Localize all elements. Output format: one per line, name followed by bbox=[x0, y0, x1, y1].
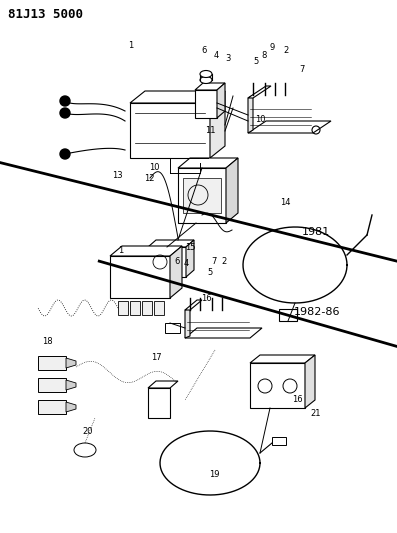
Text: 17: 17 bbox=[152, 353, 162, 361]
Text: 20: 20 bbox=[82, 427, 93, 436]
Text: 1: 1 bbox=[128, 41, 134, 50]
Text: 4: 4 bbox=[183, 260, 189, 268]
Polygon shape bbox=[248, 121, 331, 133]
Polygon shape bbox=[148, 381, 178, 388]
Polygon shape bbox=[226, 158, 238, 223]
Text: 2: 2 bbox=[222, 257, 227, 265]
Text: 19: 19 bbox=[209, 470, 220, 479]
Polygon shape bbox=[185, 328, 262, 338]
Text: 8: 8 bbox=[261, 52, 267, 60]
Bar bbox=[178, 168, 226, 223]
Text: 6: 6 bbox=[174, 257, 179, 265]
Polygon shape bbox=[130, 91, 225, 103]
Polygon shape bbox=[248, 95, 253, 133]
Bar bbox=[154, 301, 164, 315]
Text: 1982-86: 1982-86 bbox=[294, 307, 340, 317]
Bar bbox=[110, 256, 170, 298]
Polygon shape bbox=[305, 355, 315, 408]
Text: 18: 18 bbox=[42, 337, 53, 345]
Text: 81J13 5000: 81J13 5000 bbox=[8, 8, 83, 21]
Polygon shape bbox=[185, 300, 202, 310]
Text: 15: 15 bbox=[185, 244, 196, 252]
Text: 12: 12 bbox=[144, 174, 154, 183]
Text: 21: 21 bbox=[310, 409, 321, 417]
Bar bbox=[38, 378, 66, 392]
Text: 2: 2 bbox=[283, 46, 289, 55]
Bar bbox=[38, 400, 66, 414]
Bar bbox=[279, 309, 297, 321]
Bar bbox=[38, 356, 66, 370]
Text: 3: 3 bbox=[225, 54, 231, 63]
Bar bbox=[130, 103, 210, 158]
Circle shape bbox=[60, 149, 70, 159]
Polygon shape bbox=[250, 355, 315, 363]
Text: 5: 5 bbox=[208, 269, 213, 277]
Polygon shape bbox=[66, 380, 76, 390]
Text: 11: 11 bbox=[205, 126, 216, 135]
Text: 4: 4 bbox=[214, 52, 219, 60]
Polygon shape bbox=[66, 358, 76, 368]
Text: 7: 7 bbox=[212, 257, 217, 265]
Circle shape bbox=[60, 96, 70, 106]
Ellipse shape bbox=[74, 443, 96, 457]
Polygon shape bbox=[186, 240, 194, 277]
Circle shape bbox=[60, 108, 70, 118]
Polygon shape bbox=[210, 91, 225, 158]
Ellipse shape bbox=[200, 70, 212, 77]
Bar bbox=[250, 363, 305, 408]
Bar bbox=[130, 301, 140, 315]
Bar bbox=[118, 301, 128, 315]
Text: 10: 10 bbox=[255, 116, 265, 124]
Text: 16: 16 bbox=[201, 294, 212, 303]
Text: 10: 10 bbox=[150, 164, 160, 172]
Text: 6: 6 bbox=[202, 46, 207, 55]
Bar bbox=[272, 437, 286, 445]
Text: 1981: 1981 bbox=[302, 227, 330, 237]
Bar bbox=[148, 247, 186, 277]
Text: 7: 7 bbox=[299, 65, 304, 74]
Polygon shape bbox=[185, 308, 190, 338]
Bar bbox=[148, 388, 170, 418]
Bar bbox=[142, 301, 152, 315]
Polygon shape bbox=[148, 240, 194, 247]
Polygon shape bbox=[178, 158, 238, 168]
Text: 9: 9 bbox=[269, 44, 275, 52]
Text: 14: 14 bbox=[281, 198, 291, 207]
Polygon shape bbox=[66, 402, 76, 412]
Polygon shape bbox=[110, 246, 182, 256]
Bar bbox=[183, 178, 221, 213]
Polygon shape bbox=[248, 86, 271, 98]
Text: 13: 13 bbox=[112, 172, 122, 180]
Bar bbox=[195, 90, 217, 118]
Text: 16: 16 bbox=[293, 395, 303, 404]
Ellipse shape bbox=[200, 77, 212, 84]
Polygon shape bbox=[170, 246, 182, 298]
Polygon shape bbox=[195, 83, 225, 90]
Bar bbox=[165, 323, 180, 333]
Text: 1: 1 bbox=[118, 246, 124, 255]
Text: 5: 5 bbox=[253, 57, 259, 66]
Polygon shape bbox=[217, 83, 225, 118]
